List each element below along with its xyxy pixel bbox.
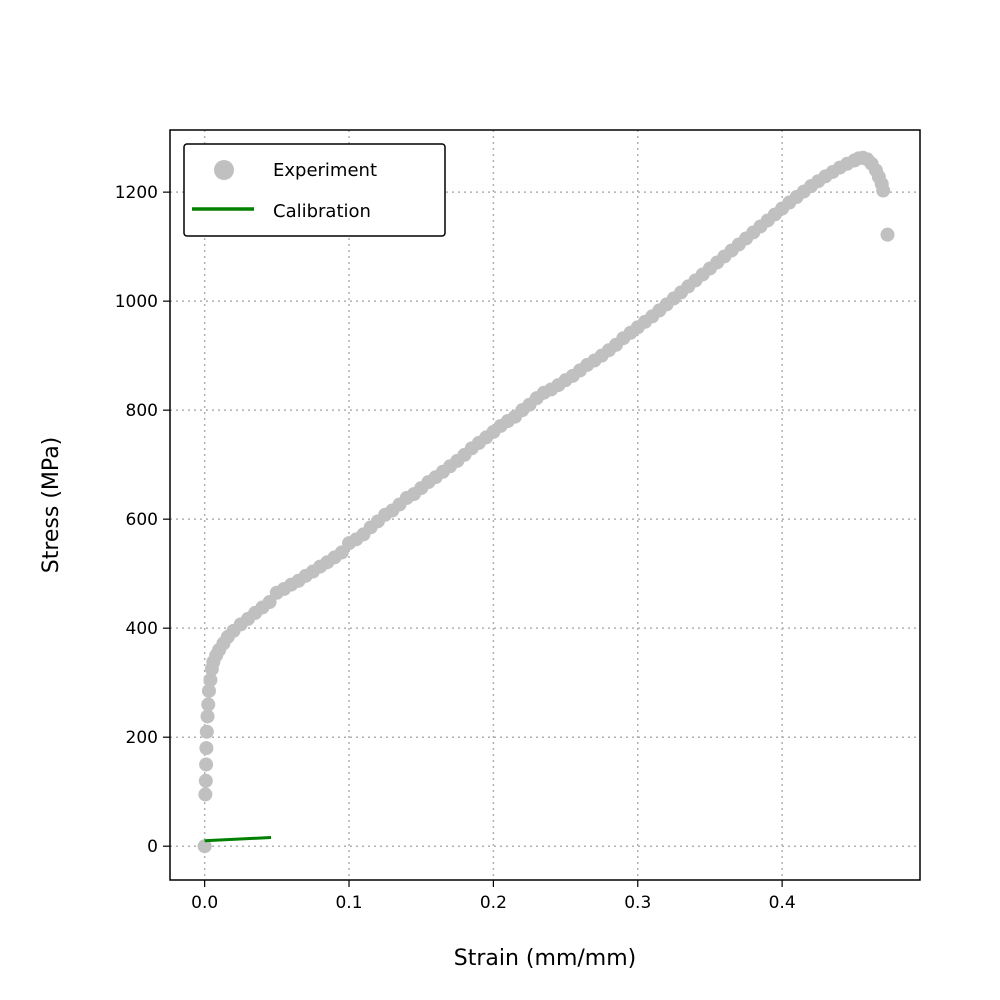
x-tick-label: 0.0 bbox=[191, 893, 218, 913]
experiment-point bbox=[198, 787, 213, 802]
experiment-point bbox=[198, 773, 213, 788]
axis-ticks: 0.0 0.1 0.2 0.3 0.4 0 200 400 600 800 1000 1200 bbox=[115, 183, 796, 913]
experiment-point bbox=[880, 227, 895, 242]
experiment-point bbox=[199, 757, 214, 772]
calibration-line bbox=[204, 835, 272, 843]
experiment-point bbox=[876, 183, 891, 198]
y-tick-label: 800 bbox=[126, 401, 158, 421]
experiment-point bbox=[201, 697, 216, 712]
plot-frame bbox=[169, 129, 921, 881]
y-tick-label: 1200 bbox=[115, 183, 158, 203]
x-tick-label: 0.3 bbox=[624, 893, 651, 913]
legend-marker-experiment bbox=[214, 160, 234, 180]
y-tick-label: 200 bbox=[126, 728, 158, 748]
y-tick-label: 0 bbox=[147, 837, 158, 857]
x-tick-label: 0.2 bbox=[480, 893, 507, 913]
y-tick-label: 400 bbox=[126, 619, 158, 639]
experiment-point bbox=[200, 709, 215, 724]
x-tick-label: 0.1 bbox=[335, 893, 362, 913]
y-axis-label: Stress (MPa) bbox=[39, 437, 64, 574]
legend-box bbox=[183, 143, 446, 237]
x-tick-label: 0.4 bbox=[769, 893, 796, 913]
y-tick-label: 600 bbox=[126, 510, 158, 530]
experiment-point bbox=[199, 741, 214, 756]
experiment-point bbox=[197, 839, 212, 854]
grid bbox=[170, 130, 920, 880]
x-axis-label: Strain (mm/mm) bbox=[454, 946, 636, 971]
experiment-point bbox=[199, 724, 214, 739]
legend-label-calibration: Calibration bbox=[273, 201, 371, 222]
experiment-point bbox=[201, 683, 216, 698]
y-tick-label: 1000 bbox=[115, 292, 158, 312]
legend-label-experiment: Experiment bbox=[273, 160, 377, 181]
legend: Experiment Calibration bbox=[183, 143, 446, 237]
plot-series bbox=[197, 150, 895, 854]
experiment-point bbox=[203, 672, 218, 687]
